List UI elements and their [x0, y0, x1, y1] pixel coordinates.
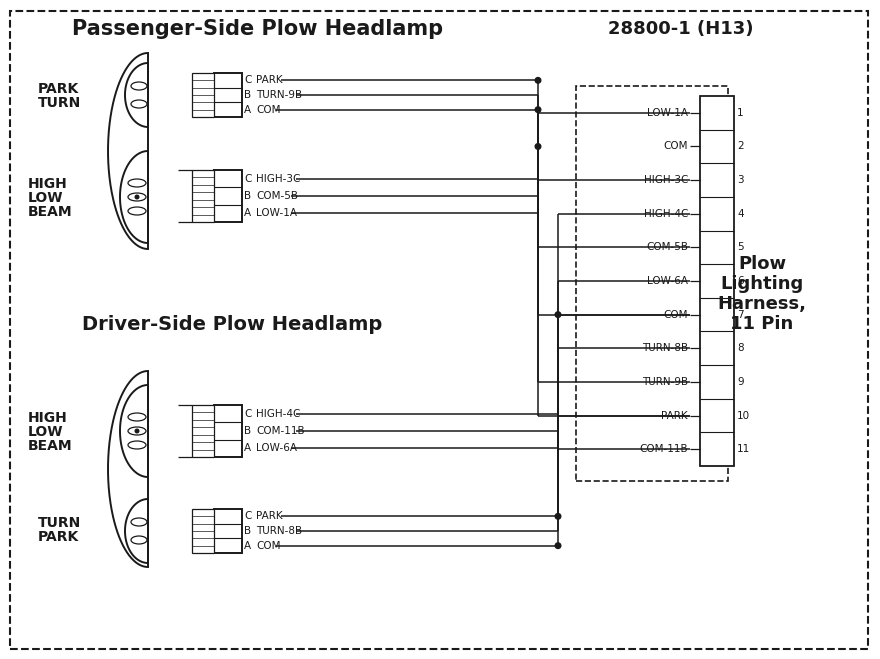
Text: HIGH-3C: HIGH-3C [643, 175, 688, 185]
Bar [214, 405, 242, 457]
Circle shape [555, 513, 561, 519]
Text: A: A [244, 105, 251, 115]
Text: COM-11B: COM-11B [640, 444, 688, 454]
Text: TURN-9B: TURN-9B [642, 377, 688, 387]
Text: HIGH-4C: HIGH-4C [643, 209, 688, 219]
Circle shape [555, 543, 561, 548]
Text: HIGH: HIGH [28, 177, 68, 191]
Text: C: C [244, 511, 252, 521]
Text: COM: COM [256, 105, 281, 115]
Text: Plow: Plow [738, 255, 786, 273]
Text: COM: COM [256, 540, 281, 551]
Text: TURN: TURN [38, 516, 81, 530]
Text: A: A [244, 208, 251, 218]
Text: PARK: PARK [256, 75, 282, 85]
Text: Driver-Side Plow Headlamp: Driver-Side Plow Headlamp [82, 314, 382, 333]
Circle shape [535, 144, 541, 149]
Text: LOW-6A: LOW-6A [256, 444, 297, 453]
Bar [214, 509, 242, 553]
Text: A: A [244, 540, 251, 551]
Text: 10: 10 [737, 411, 750, 420]
Text: COM-11B: COM-11B [256, 426, 304, 436]
Bar [214, 170, 242, 222]
Text: B: B [244, 191, 251, 201]
Text: A: A [244, 444, 251, 453]
Text: COM-5B: COM-5B [646, 243, 688, 252]
Text: 11 Pin: 11 Pin [730, 315, 794, 333]
Text: 9: 9 [737, 377, 744, 387]
Circle shape [555, 312, 561, 318]
Text: TURN-8B: TURN-8B [256, 526, 302, 536]
Text: PARK: PARK [38, 82, 79, 96]
Text: Harness,: Harness, [717, 295, 806, 313]
Text: BEAM: BEAM [28, 205, 73, 219]
Bar [576, 86, 728, 481]
Text: HIGH: HIGH [28, 411, 68, 425]
Bar [192, 509, 214, 553]
Text: 2: 2 [737, 142, 744, 152]
Text: LOW-1A: LOW-1A [647, 108, 688, 118]
Text: 1: 1 [737, 108, 744, 118]
Circle shape [136, 195, 139, 199]
Circle shape [535, 107, 541, 113]
Text: PARK: PARK [38, 530, 79, 544]
Text: LOW-6A: LOW-6A [647, 276, 688, 286]
Text: C: C [244, 174, 252, 184]
Text: HIGH-4C: HIGH-4C [256, 409, 300, 418]
Text: 4: 4 [737, 209, 744, 219]
Text: PARK: PARK [256, 511, 282, 521]
Text: C: C [244, 75, 252, 85]
Text: BEAM: BEAM [28, 439, 73, 453]
Text: LOW: LOW [28, 191, 63, 205]
Text: B: B [244, 90, 251, 100]
Text: COM: COM [664, 142, 688, 152]
Text: C: C [244, 409, 252, 418]
Text: 3: 3 [737, 175, 744, 185]
Text: B: B [244, 426, 251, 436]
Bar [192, 73, 214, 117]
Bar [214, 73, 242, 117]
Circle shape [535, 78, 541, 83]
Text: 11: 11 [737, 444, 751, 454]
Text: Lighting: Lighting [721, 275, 803, 293]
Bar [192, 405, 214, 457]
Circle shape [136, 429, 139, 433]
Text: 28800-1 (H13): 28800-1 (H13) [608, 20, 753, 38]
Text: LOW-1A: LOW-1A [256, 208, 297, 218]
Bar [192, 170, 214, 222]
Text: TURN: TURN [38, 96, 81, 110]
Text: 8: 8 [737, 343, 744, 353]
Text: 5: 5 [737, 243, 744, 252]
Text: LOW: LOW [28, 425, 63, 439]
Text: PARK: PARK [662, 411, 688, 420]
Text: COM-5B: COM-5B [256, 191, 298, 201]
Text: B: B [244, 526, 251, 536]
Bar [700, 96, 734, 466]
Text: HIGH-3C: HIGH-3C [256, 174, 300, 184]
Text: 6: 6 [737, 276, 744, 286]
Text: TURN-8B: TURN-8B [642, 343, 688, 353]
Text: TURN-9B: TURN-9B [256, 90, 302, 100]
Text: 7: 7 [737, 310, 744, 320]
Text: COM: COM [664, 310, 688, 320]
Text: Passenger-Side Plow Headlamp: Passenger-Side Plow Headlamp [72, 19, 444, 39]
